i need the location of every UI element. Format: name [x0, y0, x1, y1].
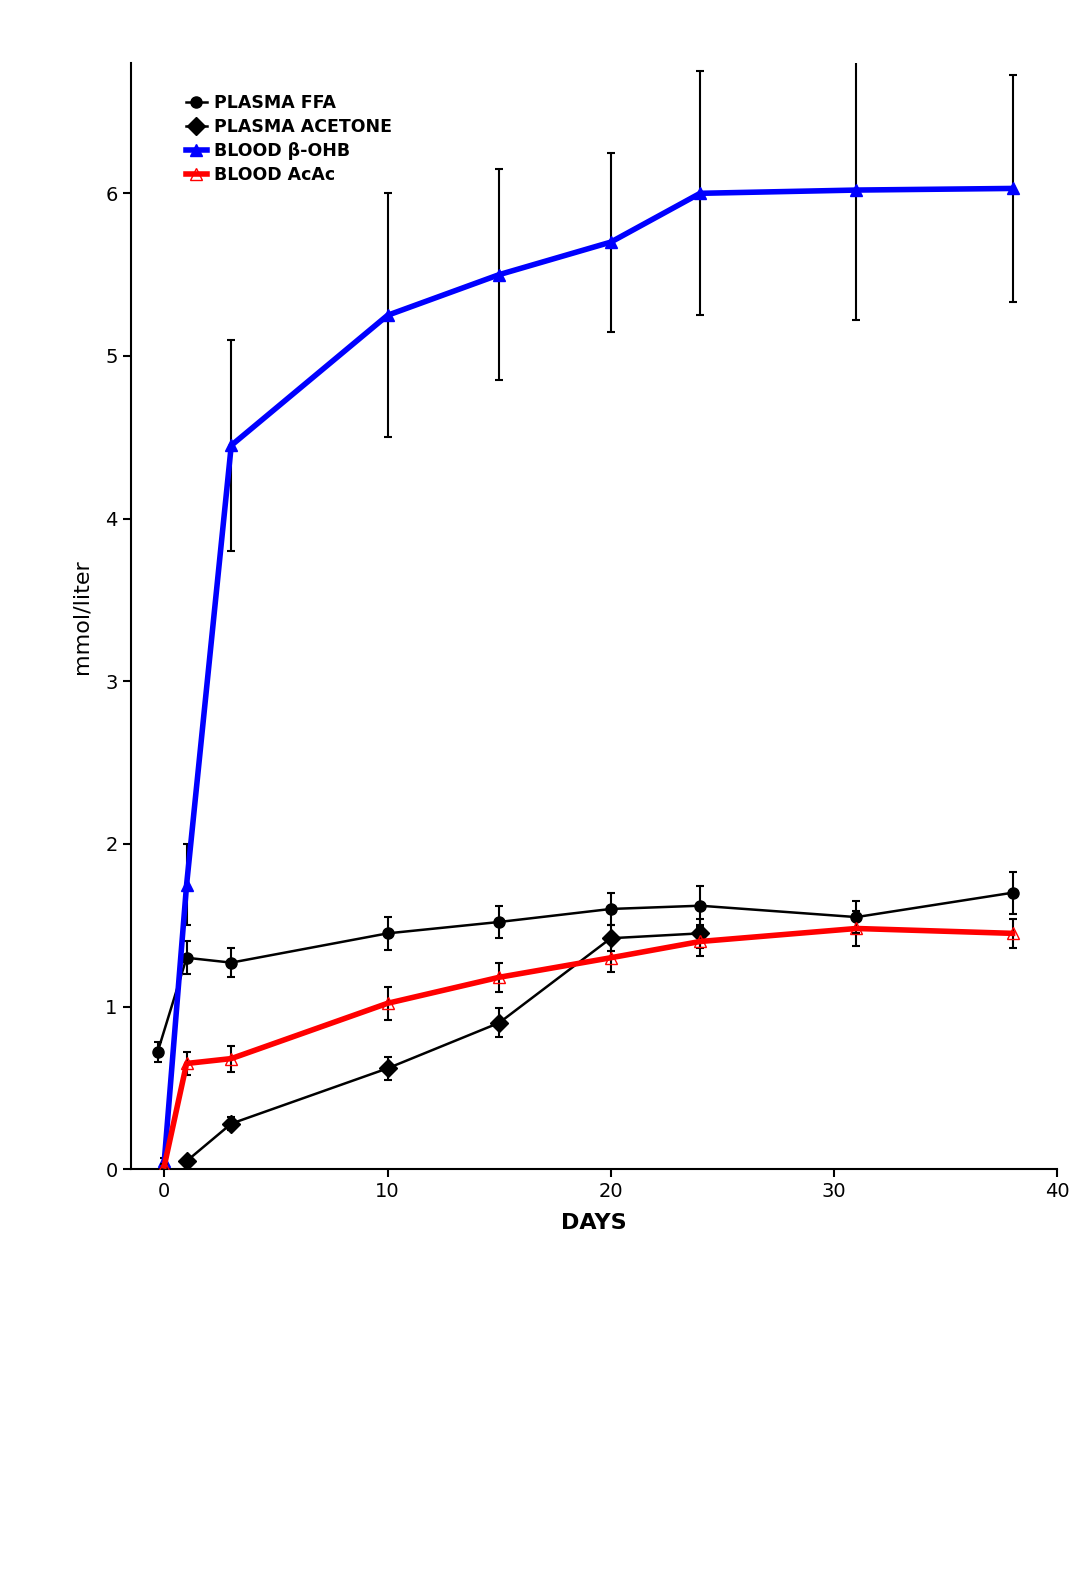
Text: S.E.  Ketone bodies undergo the greatest changes of all fuels: S.E. Ketone bodies undergo the greatest … — [27, 1324, 600, 1343]
Text: during starvation in humans.: during starvation in humans. — [27, 1277, 335, 1296]
X-axis label: DAYS: DAYS — [561, 1212, 627, 1232]
Text: Concentrations of ketone bodies and free fatty acids: Concentrations of ketone bodies and free… — [101, 1229, 659, 1248]
Y-axis label: mmol/liter: mmol/liter — [71, 559, 92, 673]
Text: Values are shown as the means ±: Values are shown as the means ± — [343, 1277, 668, 1296]
Legend: PLASMA FFA, PLASMA ACETONE, BLOOD β-OHB, BLOOD AcAc: PLASMA FFA, PLASMA ACETONE, BLOOD β-OHB,… — [185, 93, 391, 185]
Text: during total starvation.: during total starvation. — [27, 1371, 243, 1390]
Text: FIG. 3.: FIG. 3. — [27, 1229, 94, 1248]
